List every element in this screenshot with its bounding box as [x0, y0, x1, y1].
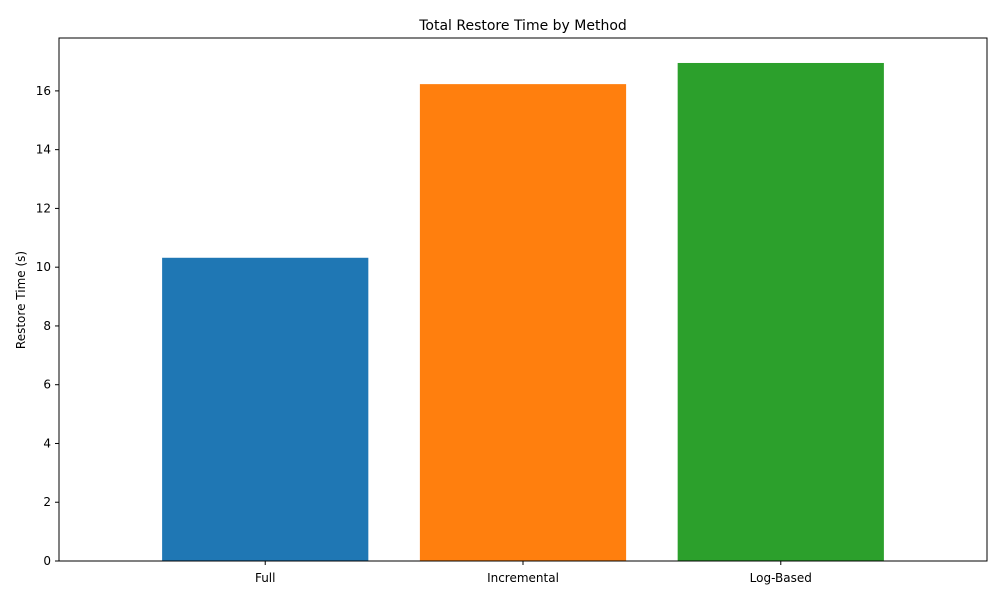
y-tick-label: 10 — [36, 260, 51, 274]
y-tick-label: 6 — [43, 378, 51, 392]
y-tick-label: 16 — [36, 84, 51, 98]
y-tick-label: 14 — [36, 143, 51, 157]
y-tick-label: 12 — [36, 201, 51, 215]
bar-incremental — [419, 84, 627, 562]
x-axis: Full Incremental Log-Based — [255, 561, 812, 585]
plot-frame — [58, 37, 988, 562]
y-axis-label: Restore Time (s) — [14, 251, 28, 349]
bar-full — [162, 257, 369, 561]
x-tick-label: Log-Based — [750, 571, 812, 585]
y-tick-label: 4 — [43, 436, 51, 450]
y-tick-label: 0 — [43, 554, 51, 568]
y-tick-label: 8 — [43, 319, 51, 333]
bar-log-based — [677, 62, 884, 561]
y-tick-label: 2 — [43, 495, 51, 509]
bars-group — [162, 62, 884, 562]
chart-title: Total Restore Time by Method — [418, 18, 627, 34]
y-axis: 0 2 4 6 8 10 12 14 16 — [36, 84, 59, 568]
x-tick-label: Incremental — [487, 571, 559, 585]
x-tick-label: Full — [255, 571, 276, 585]
